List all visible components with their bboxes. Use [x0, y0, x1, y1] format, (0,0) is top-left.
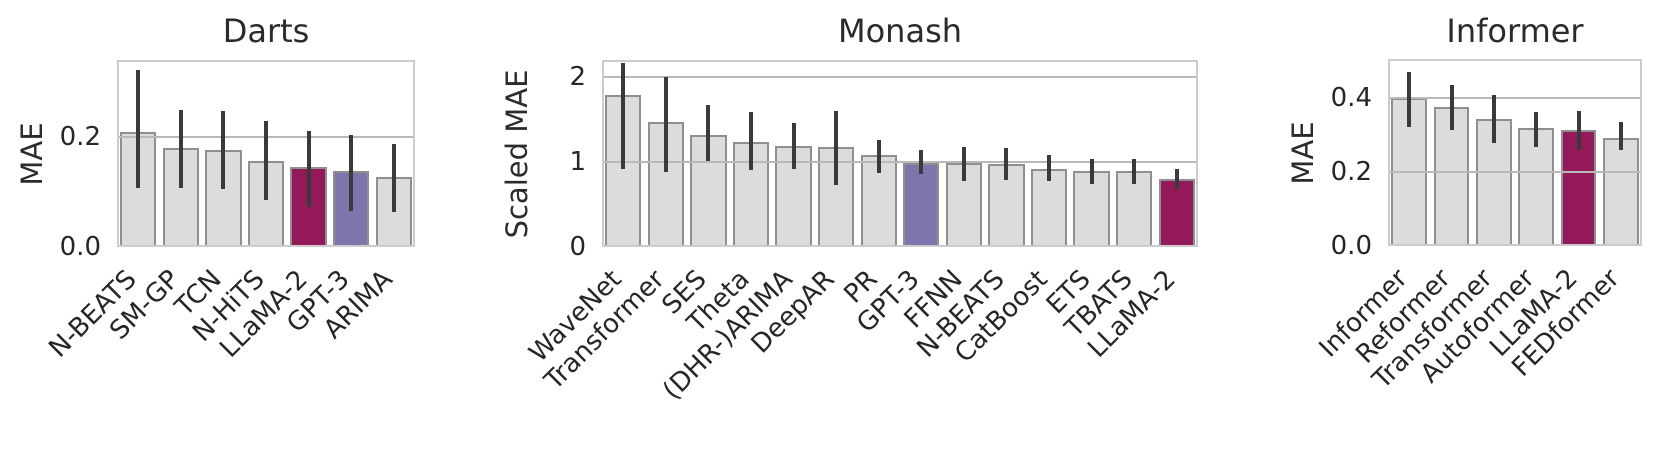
error-bar-FEDformer — [1618, 122, 1623, 150]
error-bar-N-HiTS — [264, 121, 268, 201]
error-bar-GPT-3 — [919, 150, 924, 174]
error-bar-TCN — [221, 111, 226, 189]
error-bar-GPT-3 — [349, 134, 354, 211]
y-tick-label: 1 — [569, 147, 586, 177]
y-tick-label: 0 — [569, 232, 586, 262]
gridline-y-1 — [602, 161, 1198, 163]
chart-title-informer: Informer — [1446, 12, 1584, 50]
plot-area-background — [1388, 59, 1642, 246]
bar-GPT-3 — [903, 162, 940, 247]
error-bar-SM-GP — [178, 109, 183, 188]
y-tick-label: 0.2 — [59, 122, 101, 152]
error-bar-CatBoost — [1047, 155, 1051, 181]
y-tick-label: 0.0 — [1330, 231, 1372, 261]
error-bar-LLaMA-2 — [1576, 110, 1581, 150]
error-bar-Transformer — [1491, 94, 1496, 144]
error-bar-WaveNet — [621, 63, 626, 169]
error-bar-SES — [706, 105, 711, 162]
chart-title-darts: Darts — [222, 12, 310, 50]
chart-title-monash: Monash — [837, 12, 963, 50]
error-bar-Reformer — [1449, 84, 1454, 131]
bar-FEDformer — [1602, 137, 1639, 246]
error-bar-Transformer — [663, 77, 668, 173]
error-bar-LLaMA-2 — [306, 130, 311, 207]
gridline-y-0.4 — [1388, 96, 1642, 99]
error-bar-N-BEATS — [1004, 148, 1009, 180]
bar-CatBoost — [1030, 168, 1068, 247]
error-bar-N-BEATS — [136, 69, 141, 188]
error-bar-ETS — [1089, 158, 1094, 185]
error-bar-DeepAR — [834, 111, 839, 185]
y-tick-label: 0.0 — [59, 232, 101, 262]
gridline-y-2 — [602, 76, 1198, 78]
error-bar-(DHR-)ARIMA — [791, 122, 796, 169]
error-bar-LLaMA-2 — [1174, 168, 1179, 190]
bar-Autoformer — [1518, 128, 1555, 246]
error-bar-PR — [876, 139, 881, 174]
error-bar-Informer — [1407, 71, 1412, 128]
y-tick-label: 0.4 — [1330, 82, 1372, 113]
gridline-y-0.2 — [1388, 170, 1642, 173]
error-bar-ARIMA — [391, 144, 396, 213]
error-bar-FFNN — [961, 146, 966, 181]
error-bar-Theta — [749, 111, 753, 171]
y-tick-label: 0.2 — [1330, 156, 1372, 187]
error-bar-Autoformer — [1534, 112, 1539, 147]
error-bar-TBATS — [1132, 158, 1137, 185]
y-tick-label: 2 — [569, 62, 586, 92]
